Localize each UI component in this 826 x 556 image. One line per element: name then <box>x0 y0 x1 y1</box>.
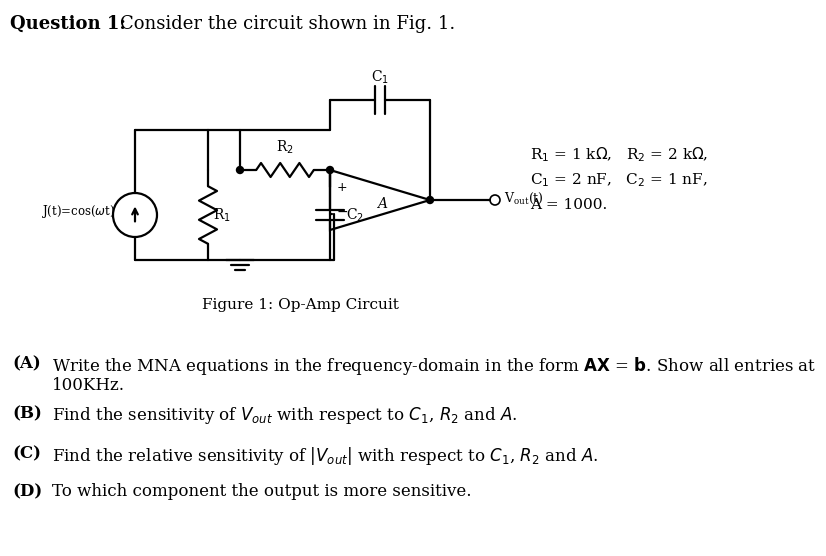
Text: V$_\mathregular{out}$(t): V$_\mathregular{out}$(t) <box>504 190 544 206</box>
Text: Question 1:: Question 1: <box>10 15 126 33</box>
Circle shape <box>236 166 244 173</box>
Text: Figure 1: Op-Amp Circuit: Figure 1: Op-Amp Circuit <box>202 298 398 312</box>
Text: C$_1$: C$_1$ <box>371 68 389 86</box>
Text: (D): (D) <box>12 483 42 500</box>
Text: R$_1$ = 1 k$\Omega$,   R$_2$ = 2 k$\Omega$,: R$_1$ = 1 k$\Omega$, R$_2$ = 2 k$\Omega$… <box>530 146 709 165</box>
Circle shape <box>326 166 334 173</box>
Text: (A): (A) <box>12 355 40 372</box>
Text: Find the sensitivity of $V_{out}$ with respect to $C_1$, $R_2$ and $A$.: Find the sensitivity of $V_{out}$ with r… <box>52 405 517 426</box>
Text: (B): (B) <box>12 405 42 422</box>
Text: C$_2$: C$_2$ <box>346 206 364 224</box>
Text: Write the MNA equations in the frequency-domain in the form $\mathbf{AX}$ = $\ma: Write the MNA equations in the frequency… <box>52 355 816 377</box>
Text: To which component the output is more sensitive.: To which component the output is more se… <box>52 483 472 500</box>
Text: A = 1000.: A = 1000. <box>530 198 607 212</box>
Circle shape <box>426 196 434 203</box>
Text: R$_1$: R$_1$ <box>213 206 230 224</box>
Text: C$_1$ = 2 nF,   C$_2$ = 1 nF,: C$_1$ = 2 nF, C$_2$ = 1 nF, <box>530 171 708 189</box>
Text: A: A <box>377 197 387 211</box>
Text: +: + <box>337 181 347 194</box>
Text: −: − <box>336 205 348 219</box>
Text: Consider the circuit shown in Fig. 1.: Consider the circuit shown in Fig. 1. <box>120 15 455 33</box>
Text: R$_2$: R$_2$ <box>276 138 294 156</box>
Text: (C): (C) <box>12 445 41 462</box>
Text: J(t)=cos($\omega$t): J(t)=cos($\omega$t) <box>41 203 115 221</box>
Text: 100KHz.: 100KHz. <box>52 377 125 394</box>
Text: Find the relative sensitivity of $|V_{out}|$ with respect to $C_1$, $R_2$ and $A: Find the relative sensitivity of $|V_{ou… <box>52 445 598 467</box>
